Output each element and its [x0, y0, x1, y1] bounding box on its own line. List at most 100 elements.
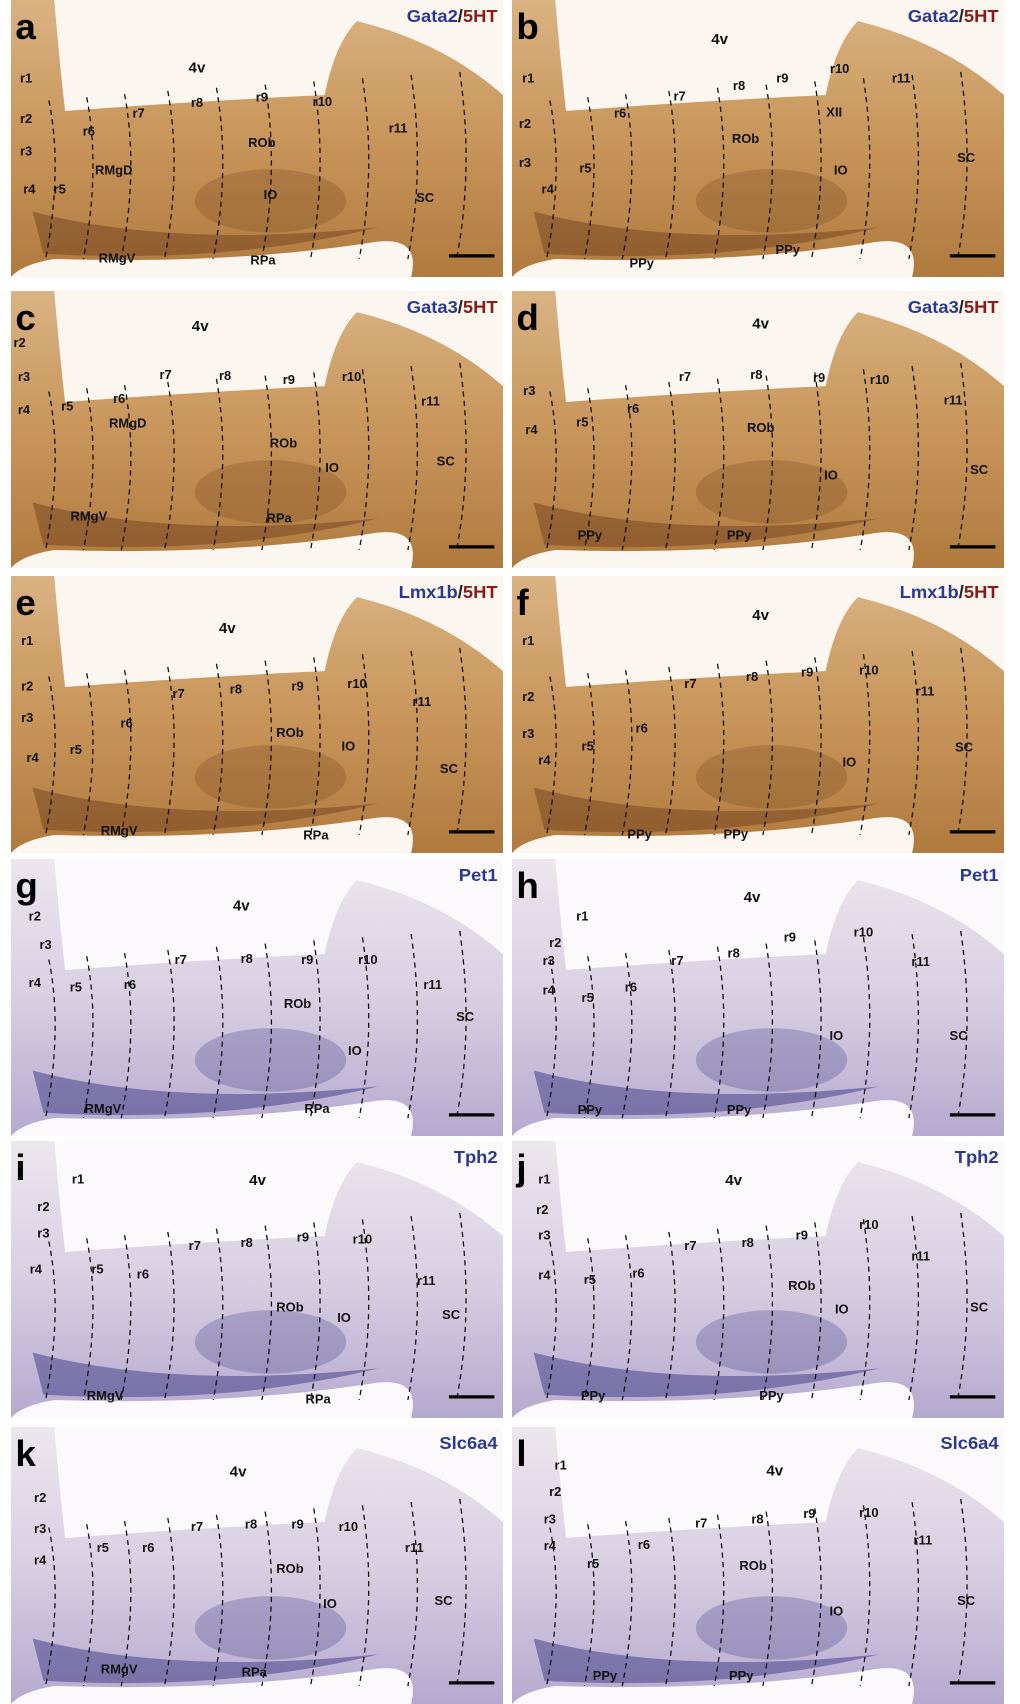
figure: {"panels":[ {"letter":"a","marker":{"gen… [0, 0, 1020, 1704]
region-label: SC [437, 454, 455, 469]
marker-gene: Slc6a4 [940, 1433, 998, 1453]
region-label: r9 [256, 90, 268, 105]
region-label: IO [830, 1604, 844, 1619]
region-label: r8 [219, 368, 231, 383]
region-label: r10 [342, 369, 361, 384]
region-label: PPy [629, 256, 654, 271]
panel-letter: j [515, 1147, 526, 1188]
region-label: r7 [684, 676, 696, 691]
region-label: r4 [30, 1261, 43, 1276]
region-label: r1 [555, 1458, 567, 1473]
marker-label: Lmx1b/5HT [399, 582, 498, 602]
region-label: r2 [20, 111, 32, 126]
region-label: r7 [159, 367, 171, 382]
region-label: r4 [538, 753, 551, 768]
region-label: RMgV [85, 1101, 122, 1116]
region-label: r2 [522, 689, 534, 704]
region-label: RMgD [109, 416, 146, 431]
region-label: SC [440, 761, 458, 776]
region-label: 4v [744, 889, 762, 906]
region-label: r10 [353, 1232, 372, 1247]
region-label: r1 [576, 909, 588, 924]
region-label: SC [416, 190, 434, 205]
region-label: r3 [21, 710, 33, 725]
region-label: SC [970, 1300, 988, 1315]
region-label: ROb [747, 420, 775, 435]
marker-label: Tph2 [955, 1147, 999, 1167]
region-label: r10 [313, 94, 332, 109]
region-label: r1 [21, 633, 33, 648]
region-label: IO [348, 1043, 362, 1058]
region-label: r5 [582, 739, 594, 754]
region-label: RPa [267, 511, 293, 526]
panel-letter: a [15, 6, 36, 47]
region-label: r8 [746, 669, 758, 684]
marker-gene: Gata2 [908, 6, 959, 26]
panel-letter: d [516, 297, 538, 338]
region-label: r4 [542, 182, 555, 197]
region-label: r5 [61, 399, 73, 414]
region-label: 4v [711, 31, 729, 48]
region-label: IO [342, 739, 356, 754]
stained-cluster [195, 1028, 346, 1091]
region-label: r4 [34, 1553, 47, 1568]
marker-counterstain: 5HT [463, 6, 498, 26]
region-label: r3 [34, 1521, 46, 1536]
panel: lSlc6a44vr1r2r3r4r5r6r7r8r9r10r11RObIOSC… [512, 1427, 1004, 1704]
region-label: r2 [37, 1199, 49, 1214]
region-label: r9 [301, 952, 313, 967]
region-label: r6 [137, 1267, 149, 1282]
region-label: SC [957, 1593, 975, 1608]
region-label: r8 [241, 1235, 253, 1250]
marker-gene: Pet1 [960, 865, 999, 885]
panel-letter: e [15, 582, 35, 623]
marker-gene: Gata3 [407, 297, 458, 317]
region-label: r7 [673, 89, 685, 104]
region-label: r6 [627, 401, 639, 416]
region-label: r10 [859, 663, 878, 678]
region-label: r10 [358, 952, 377, 967]
region-label: PPy [581, 1388, 606, 1403]
region-label: r3 [538, 1228, 550, 1243]
region-label: r9 [813, 370, 825, 385]
marker-gene: Lmx1b [399, 582, 458, 602]
region-label: r10 [830, 61, 849, 76]
panel: bGata2/5HT4vr1r2r3r4r5r6r7r8r9r10r11XIIR… [512, 0, 1004, 277]
region-label: IO [824, 468, 838, 483]
region-label: ROb [284, 996, 312, 1011]
region-label: r5 [582, 990, 594, 1005]
panel: jTph24vr1r2r3r4r5r6r7r8r9r10r11RObIOSCPP… [512, 1141, 1004, 1418]
marker-label: Pet1 [960, 865, 999, 885]
region-label: r3 [519, 155, 531, 170]
region-label: r9 [283, 372, 295, 387]
region-label: r5 [576, 415, 588, 430]
marker-gene: Tph2 [454, 1147, 498, 1167]
stained-cluster [696, 1028, 847, 1091]
region-label: ROb [276, 1561, 304, 1576]
region-label: r9 [784, 930, 796, 945]
region-label: RMgV [70, 509, 107, 524]
region-label: r4 [544, 1538, 557, 1553]
region-label: r1 [20, 71, 32, 86]
region-label: r8 [245, 1517, 257, 1532]
region-label: 4v [766, 1462, 784, 1479]
region-label: r7 [189, 1238, 201, 1253]
region-label: r1 [522, 71, 534, 86]
region-label: r4 [525, 422, 538, 437]
stained-cluster [195, 1310, 346, 1373]
region-label: r11 [389, 120, 408, 135]
region-label: ROb [732, 131, 760, 146]
stained-cluster [696, 1596, 847, 1659]
stained-cluster [696, 1310, 847, 1373]
region-label: r2 [549, 935, 561, 950]
region-label: ROb [276, 725, 304, 740]
region-label: r11 [911, 1249, 930, 1264]
region-label: PPy [775, 242, 800, 257]
marker-gene: Gata2 [407, 6, 458, 26]
region-label: r6 [83, 124, 95, 139]
marker-label: Slc6a4 [439, 1433, 497, 1453]
region-label: r9 [776, 71, 788, 86]
region-label: r5 [584, 1272, 596, 1287]
region-label: r4 [29, 975, 42, 990]
